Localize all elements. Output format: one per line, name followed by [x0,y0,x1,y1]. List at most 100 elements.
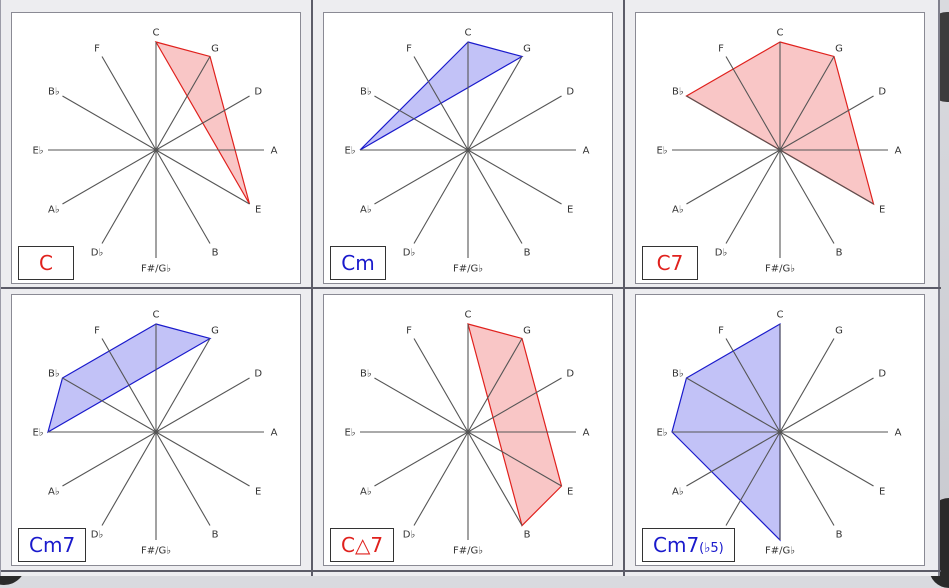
chord-label: Cm7 [18,528,87,562]
note-label-bb: B♭ [48,87,60,98]
spoke-db [413,431,469,526]
spoke-bb [62,95,157,151]
chord-panel-cm: C G D A E B F#/G♭ D♭ A♭ E♭ B♭ F Cm [323,12,613,284]
spoke-f [725,56,781,151]
note-label-b: B [212,248,219,259]
grid-divider [1,287,941,289]
note-label-g: G [523,325,531,336]
spoke-db [725,431,781,526]
chord-name: Cm7 [653,533,700,557]
chord-label: C△7 [330,528,395,562]
chord-label: C [18,246,74,280]
spoke-bb [62,377,157,433]
grid-divider [311,0,313,576]
chord-polygon [467,323,563,527]
chord-panel-cmaj7: C G D A E B F#/G♭ D♭ A♭ E♭ B♭ F C△7 [323,294,613,566]
spoke-ab [686,149,781,205]
note-label-a: A [895,428,902,439]
note-label-bb: B♭ [360,369,372,380]
note-label-g: G [523,43,531,54]
note-label-a: A [583,146,590,157]
note-label-b: B [836,248,843,259]
spoke-b [467,149,523,244]
note-label-b: B [836,530,843,541]
spoke-e [779,431,874,487]
spoke-ab [374,149,469,205]
note-label-ab: A♭ [360,487,372,498]
spoke-bb [374,377,469,433]
note-label-a: A [271,146,278,157]
note-label-db: D♭ [403,530,416,541]
spoke-g [467,56,523,151]
spoke-f [413,338,469,433]
spoke-db [413,149,469,244]
spoke-g [155,56,211,151]
spoke-db [101,431,157,526]
note-label-e: E [567,205,573,216]
note-label-eb: E♭ [32,428,43,439]
note-label-b: B [524,248,531,259]
chord-name: C7 [656,251,684,275]
spoke-b [779,431,835,526]
spoke-g [155,338,211,433]
note-label-c: C [777,310,784,321]
note-label-g: G [835,43,843,54]
spoke-f [413,56,469,151]
note-label-a: A [271,428,278,439]
chord-suffix: (♭5) [699,541,724,556]
note-label-g: G [211,325,219,336]
chord-name: Cm7 [29,533,76,557]
note-label-bb: B♭ [672,369,684,380]
note-label-a: A [895,146,902,157]
spoke-f [101,338,157,433]
note-label-f: F [718,43,724,54]
spoke-f [101,56,157,151]
note-label-d: D [566,87,574,98]
chord-diagram-grid: C G D A E B F#/G♭ D♭ A♭ E♭ B♭ F C C G D A E B F#/G♭ D♭ A♭ E♭… [0,0,941,576]
chord-label: Cm7(♭5) [642,528,735,562]
chord-name: C△7 [341,533,384,557]
note-label-eb: E♭ [656,428,667,439]
note-label-f: F [94,43,100,54]
note-label-bb: B♭ [360,87,372,98]
note-label-b: B [524,530,531,541]
note-label-c: C [465,310,472,321]
spoke-d [155,377,250,433]
spoke-bb [374,95,469,151]
note-label-c: C [777,28,784,39]
note-label-eb: E♭ [344,146,355,157]
note-label-fs-gb: F#/G♭ [453,546,483,557]
spoke-e [779,149,874,205]
note-label-e: E [879,205,885,216]
note-label-db: D♭ [91,530,104,541]
note-label-db: D♭ [403,248,416,259]
spoke-ab [62,149,157,205]
note-label-eb: E♭ [32,146,43,157]
note-label-e: E [879,487,885,498]
spoke-ab [374,431,469,487]
note-label-g: G [211,43,219,54]
note-label-fs-gb: F#/G♭ [141,546,171,557]
spoke-b [155,149,211,244]
note-label-fs-gb: F#/G♭ [453,264,483,275]
note-label-eb: E♭ [656,146,667,157]
note-label-b: B [212,530,219,541]
note-label-db: D♭ [91,248,104,259]
spoke-b [467,431,523,526]
grid-divider [623,0,625,576]
note-label-a: A [583,428,590,439]
note-label-c: C [465,28,472,39]
spoke-ab [686,431,781,487]
chord-panel-c: C G D A E B F#/G♭ D♭ A♭ E♭ B♭ F C [11,12,301,284]
note-label-ab: A♭ [48,487,60,498]
spoke-db [725,149,781,244]
note-label-db: D♭ [715,248,728,259]
note-label-bb: B♭ [48,369,60,380]
